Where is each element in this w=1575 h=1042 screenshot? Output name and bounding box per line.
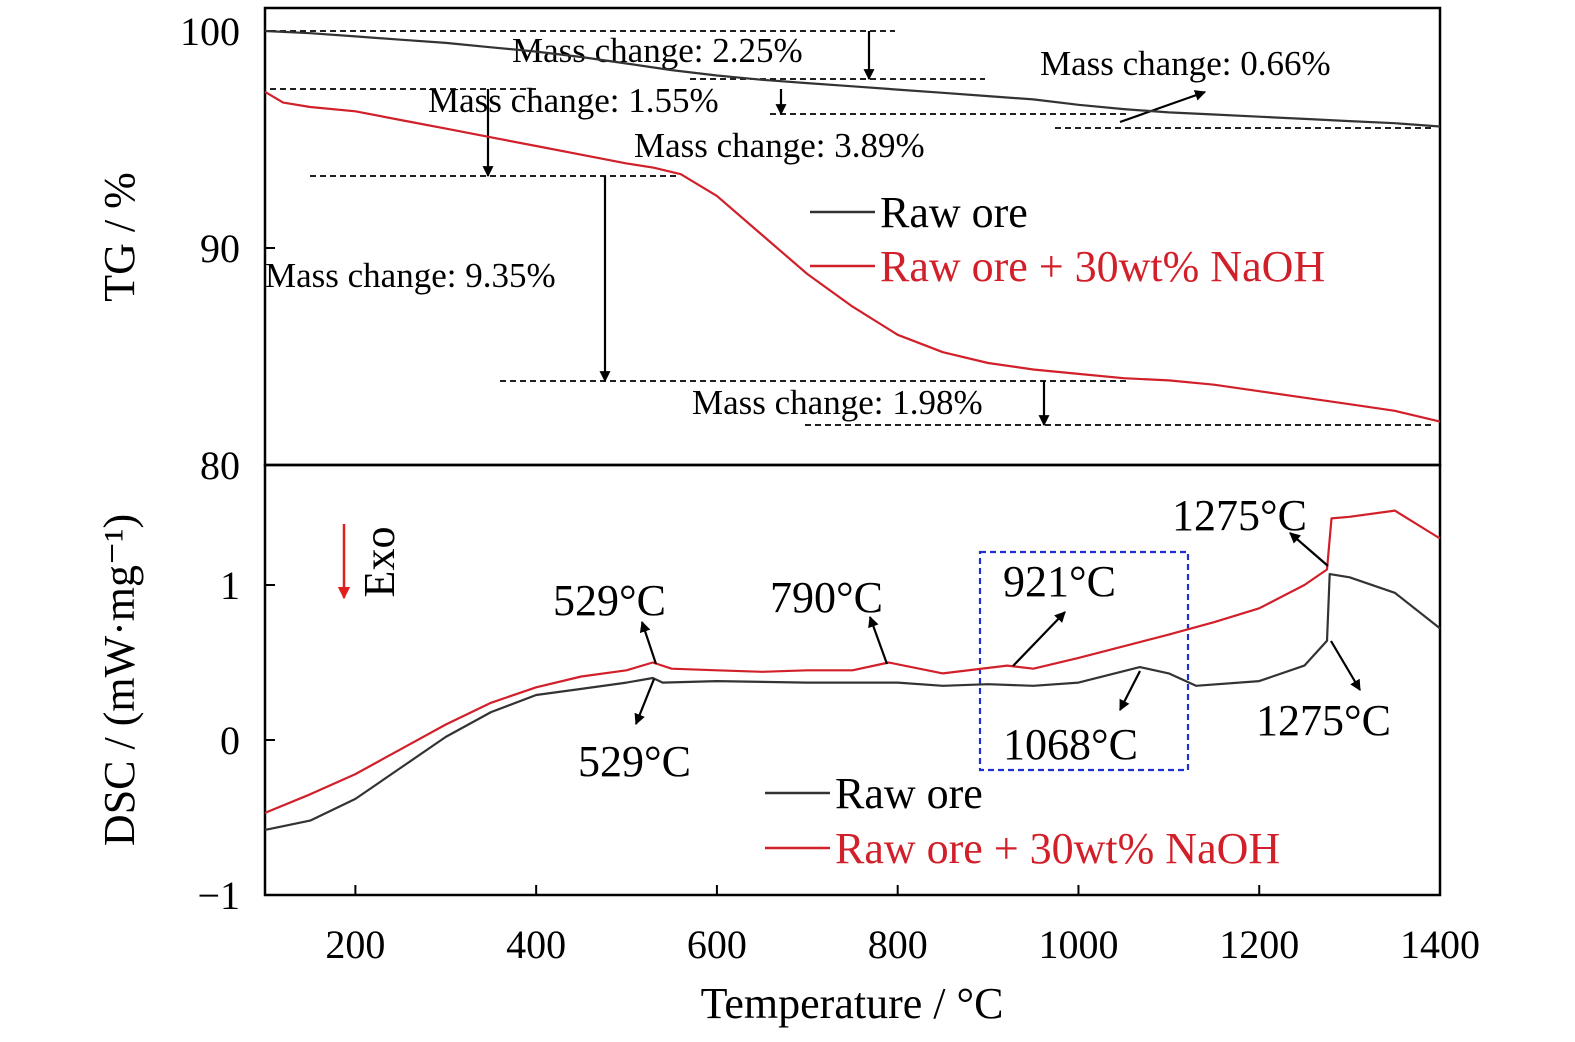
tg-arrows [482, 31, 1207, 427]
dsc-peak-529-upper: 529°C [553, 576, 666, 625]
x-tick-label-1400: 1400 [1400, 922, 1480, 967]
tg-ytick-90: 90 [200, 226, 240, 271]
x-tick-label-1200: 1200 [1219, 922, 1299, 967]
exo-indicator: Exo [337, 524, 404, 600]
dsc-ytick-1: 1 [220, 563, 240, 608]
dsc-peak-1275-lower: 1275°C [1256, 696, 1391, 745]
tg-ytick-80: 80 [200, 443, 240, 488]
dsc-series-raw-ore-naoh-line [264, 509, 1441, 814]
tg-legend: Raw ore Raw ore + 30wt% NaOH [810, 188, 1325, 291]
dsc-y-ticks: 1 0 −1 [197, 563, 275, 918]
dsc-legend-label-naoh: Raw ore + 30wt% NaOH [835, 824, 1280, 873]
dsc-peak-529-lower: 529°C [578, 737, 691, 786]
highlight-box [978, 550, 1190, 772]
dsc-axis-title: DSC / (mW·mg⁻¹) [95, 514, 144, 846]
tg-series-raw-ore-line [264, 29, 1441, 128]
x-tick-label-800: 800 [868, 922, 928, 967]
dsc-peak-790: 790°C [770, 573, 883, 622]
x-tick-label-1000: 1000 [1038, 922, 1118, 967]
dsc-peak-921: 921°C [1003, 557, 1116, 606]
tg-legend-label-naoh: Raw ore + 30wt% NaOH [880, 242, 1325, 291]
tg-annotation-1-98: Mass change: 1.98% [692, 383, 983, 422]
tg-annotation-3-89: Mass change: 3.89% [634, 126, 925, 165]
dsc-ytick-0: 0 [220, 718, 240, 763]
tg-annotation-0-66: Mass change: 0.66% [1040, 44, 1331, 83]
dsc-legend: Raw ore Raw ore + 30wt% NaOH [765, 769, 1280, 873]
x-axis-title: Temperature / °C [701, 979, 1004, 1028]
dsc-peak-1068: 1068°C [1003, 720, 1138, 769]
tg-ytick-100: 100 [180, 9, 240, 54]
tg-series [264, 29, 1441, 423]
dsc-peak-arrows [634, 532, 1361, 726]
dsc-ytick-neg1: −1 [197, 873, 240, 918]
dsc-legend-label-raw-ore: Raw ore [835, 769, 983, 818]
tg-guide-lines [270, 30, 1435, 426]
dsc-panel-frame [263, 463, 1442, 897]
x-ticks: 200 400 600 800 1000 1200 1400 [325, 885, 1480, 967]
x-tick-label-600: 600 [687, 922, 747, 967]
dsc-series-raw-ore-line [264, 573, 1441, 831]
tg-legend-label-raw-ore: Raw ore [880, 188, 1028, 237]
x-tick-label-200: 200 [325, 922, 385, 967]
exo-label: Exo [355, 527, 404, 598]
tg-annotation-9-35: Mass change: 9.35% [265, 256, 556, 295]
tg-annotation-2-25: Mass change: 2.25% [512, 31, 803, 70]
x-tick-label-400: 400 [506, 922, 566, 967]
dsc-series [264, 509, 1441, 831]
tg-annotation-1-55: Mass change: 1.55% [428, 81, 719, 120]
tg-series-raw-ore-naoh-line [264, 90, 1441, 423]
tg-axis-title: TG / % [95, 172, 144, 302]
tg-y-ticks: 100 90 80 [180, 9, 275, 488]
dsc-peak-1275-upper: 1275°C [1172, 491, 1307, 540]
